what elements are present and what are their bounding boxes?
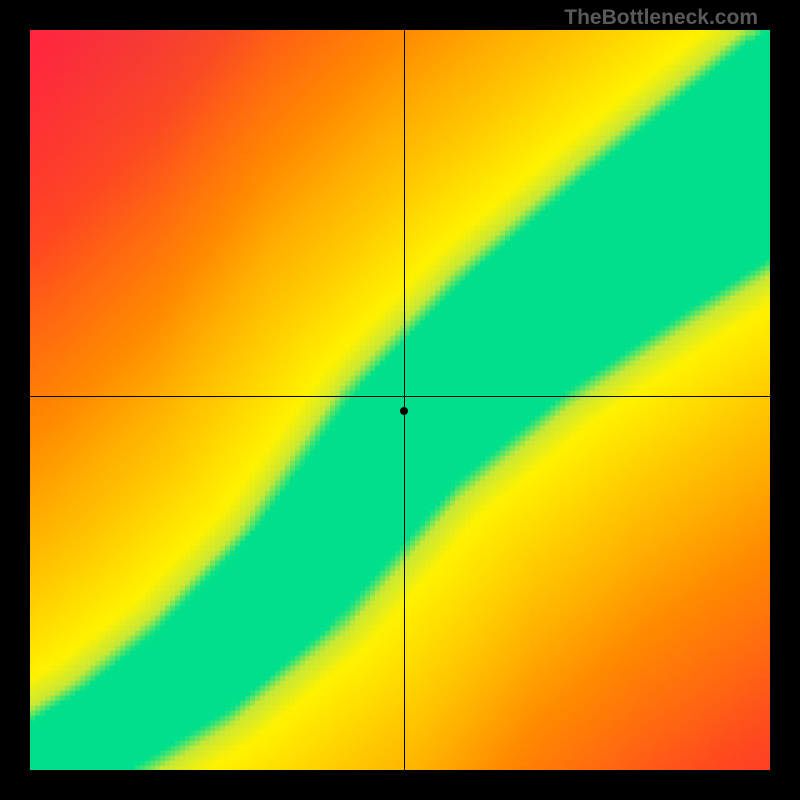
watermark-text: TheBottleneck.com (564, 6, 758, 30)
heatmap-canvas (30, 30, 770, 770)
crosshair-marker (400, 407, 408, 415)
crosshair-horizontal (30, 396, 770, 397)
heatmap-chart (30, 30, 770, 770)
crosshair-vertical (404, 30, 405, 770)
